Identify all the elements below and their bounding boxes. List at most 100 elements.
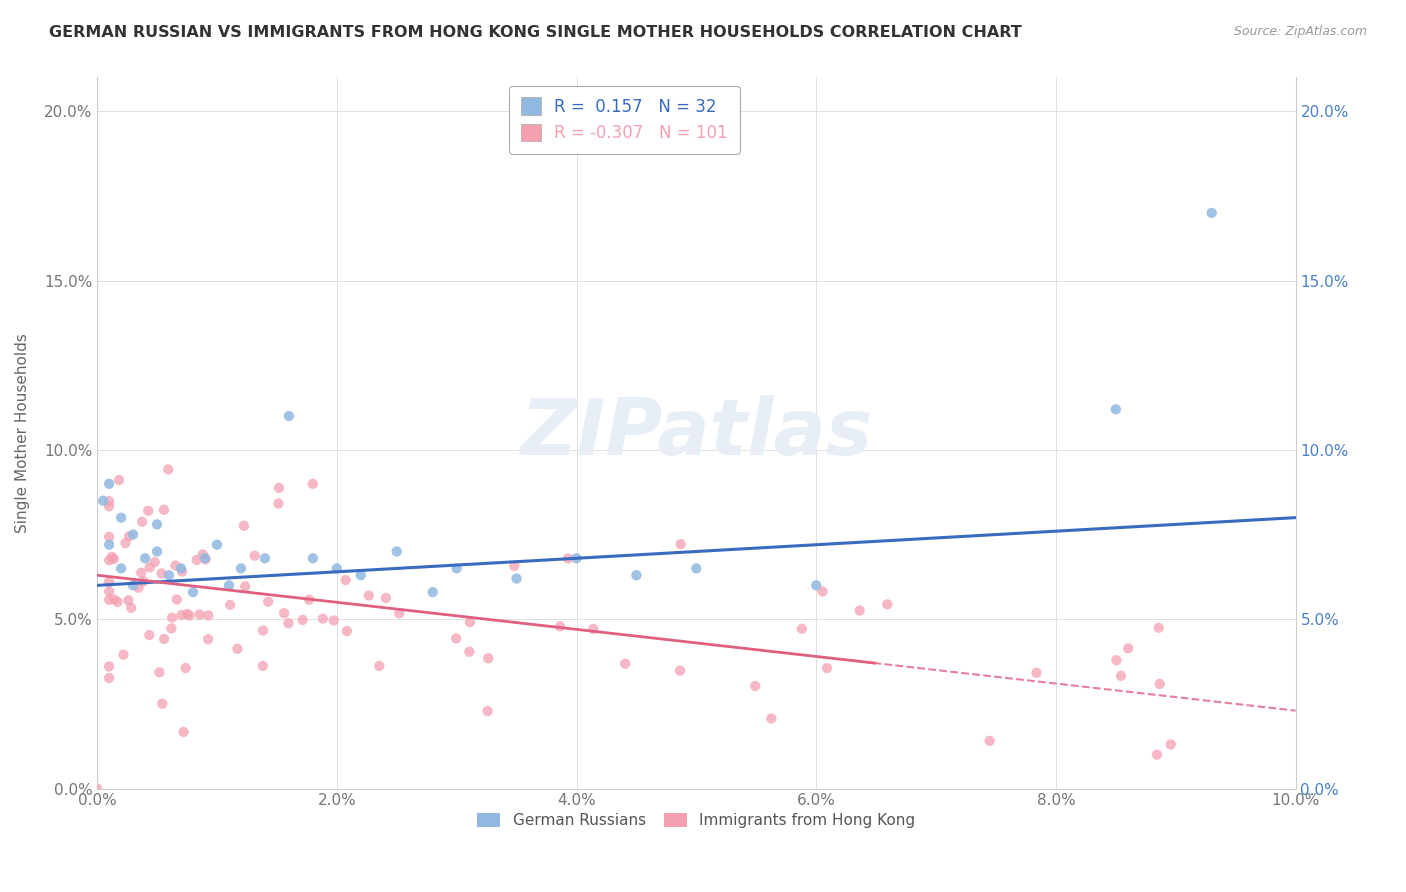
Point — [277, 616, 299, 631]
Point — [357, 589, 380, 603]
Point — [138, 628, 160, 642]
Point — [503, 558, 526, 573]
Point — [98, 530, 121, 544]
Point — [669, 664, 692, 678]
Point — [1147, 621, 1170, 635]
Point — [173, 725, 195, 739]
Point — [253, 551, 276, 566]
Point — [790, 622, 813, 636]
Point — [267, 496, 290, 510]
Point — [98, 553, 121, 567]
Point — [136, 504, 159, 518]
Point — [181, 585, 204, 599]
Point — [848, 603, 870, 617]
Point — [1149, 677, 1171, 691]
Point — [160, 622, 183, 636]
Point — [122, 578, 145, 592]
Point — [219, 598, 242, 612]
Point — [233, 579, 256, 593]
Point — [557, 551, 579, 566]
Legend: German Russians, Immigrants from Hong Kong: German Russians, Immigrants from Hong Ko… — [471, 807, 921, 834]
Point — [98, 476, 121, 491]
Point — [1105, 653, 1128, 667]
Point — [979, 734, 1001, 748]
Point — [197, 608, 219, 623]
Point — [98, 671, 121, 685]
Point — [335, 573, 357, 587]
Point — [118, 529, 141, 543]
Point — [146, 517, 169, 532]
Point — [157, 462, 180, 476]
Point — [108, 473, 131, 487]
Point — [91, 493, 114, 508]
Point — [336, 624, 359, 638]
Point — [86, 781, 108, 796]
Text: ZIPatlas: ZIPatlas — [520, 395, 873, 471]
Point — [302, 476, 325, 491]
Point — [160, 610, 183, 624]
Point — [107, 595, 129, 609]
Point — [153, 503, 176, 517]
Point — [98, 494, 121, 508]
Point — [170, 561, 193, 575]
Point — [1201, 206, 1223, 220]
Point — [146, 544, 169, 558]
Point — [153, 632, 176, 646]
Point — [273, 606, 295, 620]
Point — [127, 581, 149, 595]
Point — [197, 632, 219, 647]
Point — [194, 552, 217, 566]
Point — [157, 568, 180, 582]
Point — [170, 565, 193, 579]
Point — [298, 592, 321, 607]
Point — [1160, 738, 1182, 752]
Point — [150, 566, 173, 581]
Point — [138, 560, 160, 574]
Point — [122, 527, 145, 541]
Point — [302, 551, 325, 566]
Point — [458, 645, 481, 659]
Point — [194, 551, 217, 566]
Point — [252, 624, 274, 638]
Point — [176, 607, 198, 621]
Point — [229, 561, 252, 575]
Point — [132, 574, 155, 589]
Point — [350, 568, 373, 582]
Point — [815, 661, 838, 675]
Point — [385, 544, 408, 558]
Point — [477, 704, 499, 718]
Point — [582, 622, 605, 636]
Point — [257, 595, 280, 609]
Point — [1025, 665, 1047, 680]
Point — [761, 711, 783, 725]
Point — [1116, 641, 1139, 656]
Text: Source: ZipAtlas.com: Source: ZipAtlas.com — [1233, 25, 1367, 38]
Point — [166, 592, 188, 607]
Point — [277, 409, 299, 423]
Point — [179, 608, 201, 623]
Point — [368, 659, 391, 673]
Point — [626, 568, 648, 582]
Point — [131, 515, 153, 529]
Point — [226, 641, 249, 656]
Point — [422, 585, 444, 599]
Point — [110, 561, 132, 575]
Point — [148, 665, 170, 680]
Point — [98, 500, 121, 514]
Point — [267, 481, 290, 495]
Point — [129, 566, 152, 580]
Point — [614, 657, 637, 671]
Point — [117, 593, 139, 607]
Point — [186, 553, 208, 567]
Point — [114, 536, 136, 550]
Point — [505, 572, 527, 586]
Y-axis label: Single Mother Households: Single Mother Households — [15, 333, 30, 533]
Point — [103, 592, 125, 607]
Point — [744, 679, 766, 693]
Point — [150, 697, 173, 711]
Point — [374, 591, 396, 605]
Text: GERMAN RUSSIAN VS IMMIGRANTS FROM HONG KONG SINGLE MOTHER HOUSEHOLDS CORRELATION: GERMAN RUSSIAN VS IMMIGRANTS FROM HONG K… — [49, 25, 1022, 40]
Point — [1109, 669, 1132, 683]
Point — [143, 555, 166, 569]
Point — [191, 548, 214, 562]
